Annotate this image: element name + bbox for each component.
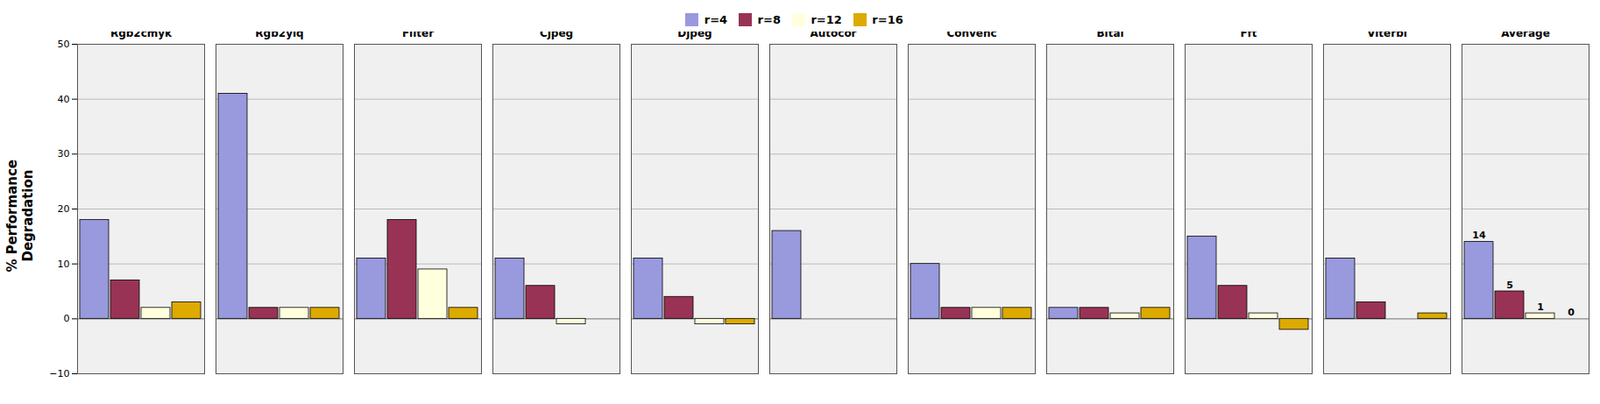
svg-text:Convenc: Convenc	[946, 31, 997, 40]
svg-text:Bital: Bital	[1096, 31, 1124, 40]
html-text:r=16: r=16	[872, 13, 904, 27]
svg-text:Average: Average	[1500, 31, 1551, 40]
svg-text:14: 14	[1472, 229, 1487, 241]
svg-text:Djpeg: Djpeg	[677, 31, 712, 40]
svg-text:Cjpeg: Cjpeg	[539, 31, 574, 40]
svg-text:10: 10	[57, 258, 71, 270]
svg-text:20: 20	[57, 203, 71, 215]
svg-text:Rgb2yiq: Rgb2yiq	[254, 31, 304, 40]
svg-text:Autocor: Autocor	[809, 31, 857, 40]
svg-text:40: 40	[57, 93, 71, 106]
svg-text:0: 0	[63, 312, 71, 325]
svg-text:50: 50	[57, 38, 71, 50]
svg-text:Viterbi: Viterbi	[1366, 31, 1408, 40]
svg-text:Rgb2cmyk: Rgb2cmyk	[110, 31, 173, 40]
html-text:r=4: r=4	[704, 13, 728, 27]
svg-text:5: 5	[1506, 279, 1514, 291]
svg-text:−10: −10	[49, 368, 70, 380]
html-text:r=12: r=12	[810, 13, 842, 27]
svg-text:Fft: Fft	[1239, 31, 1257, 40]
svg-text:1: 1	[1536, 301, 1544, 313]
svg-text:Filter: Filter	[402, 31, 434, 40]
svg-text:0: 0	[1567, 306, 1575, 319]
html-text:r=8: r=8	[757, 13, 781, 27]
html-text:% Performance Degradation: % Performance Degradation	[4, 159, 36, 272]
svg-text:30: 30	[57, 148, 71, 160]
